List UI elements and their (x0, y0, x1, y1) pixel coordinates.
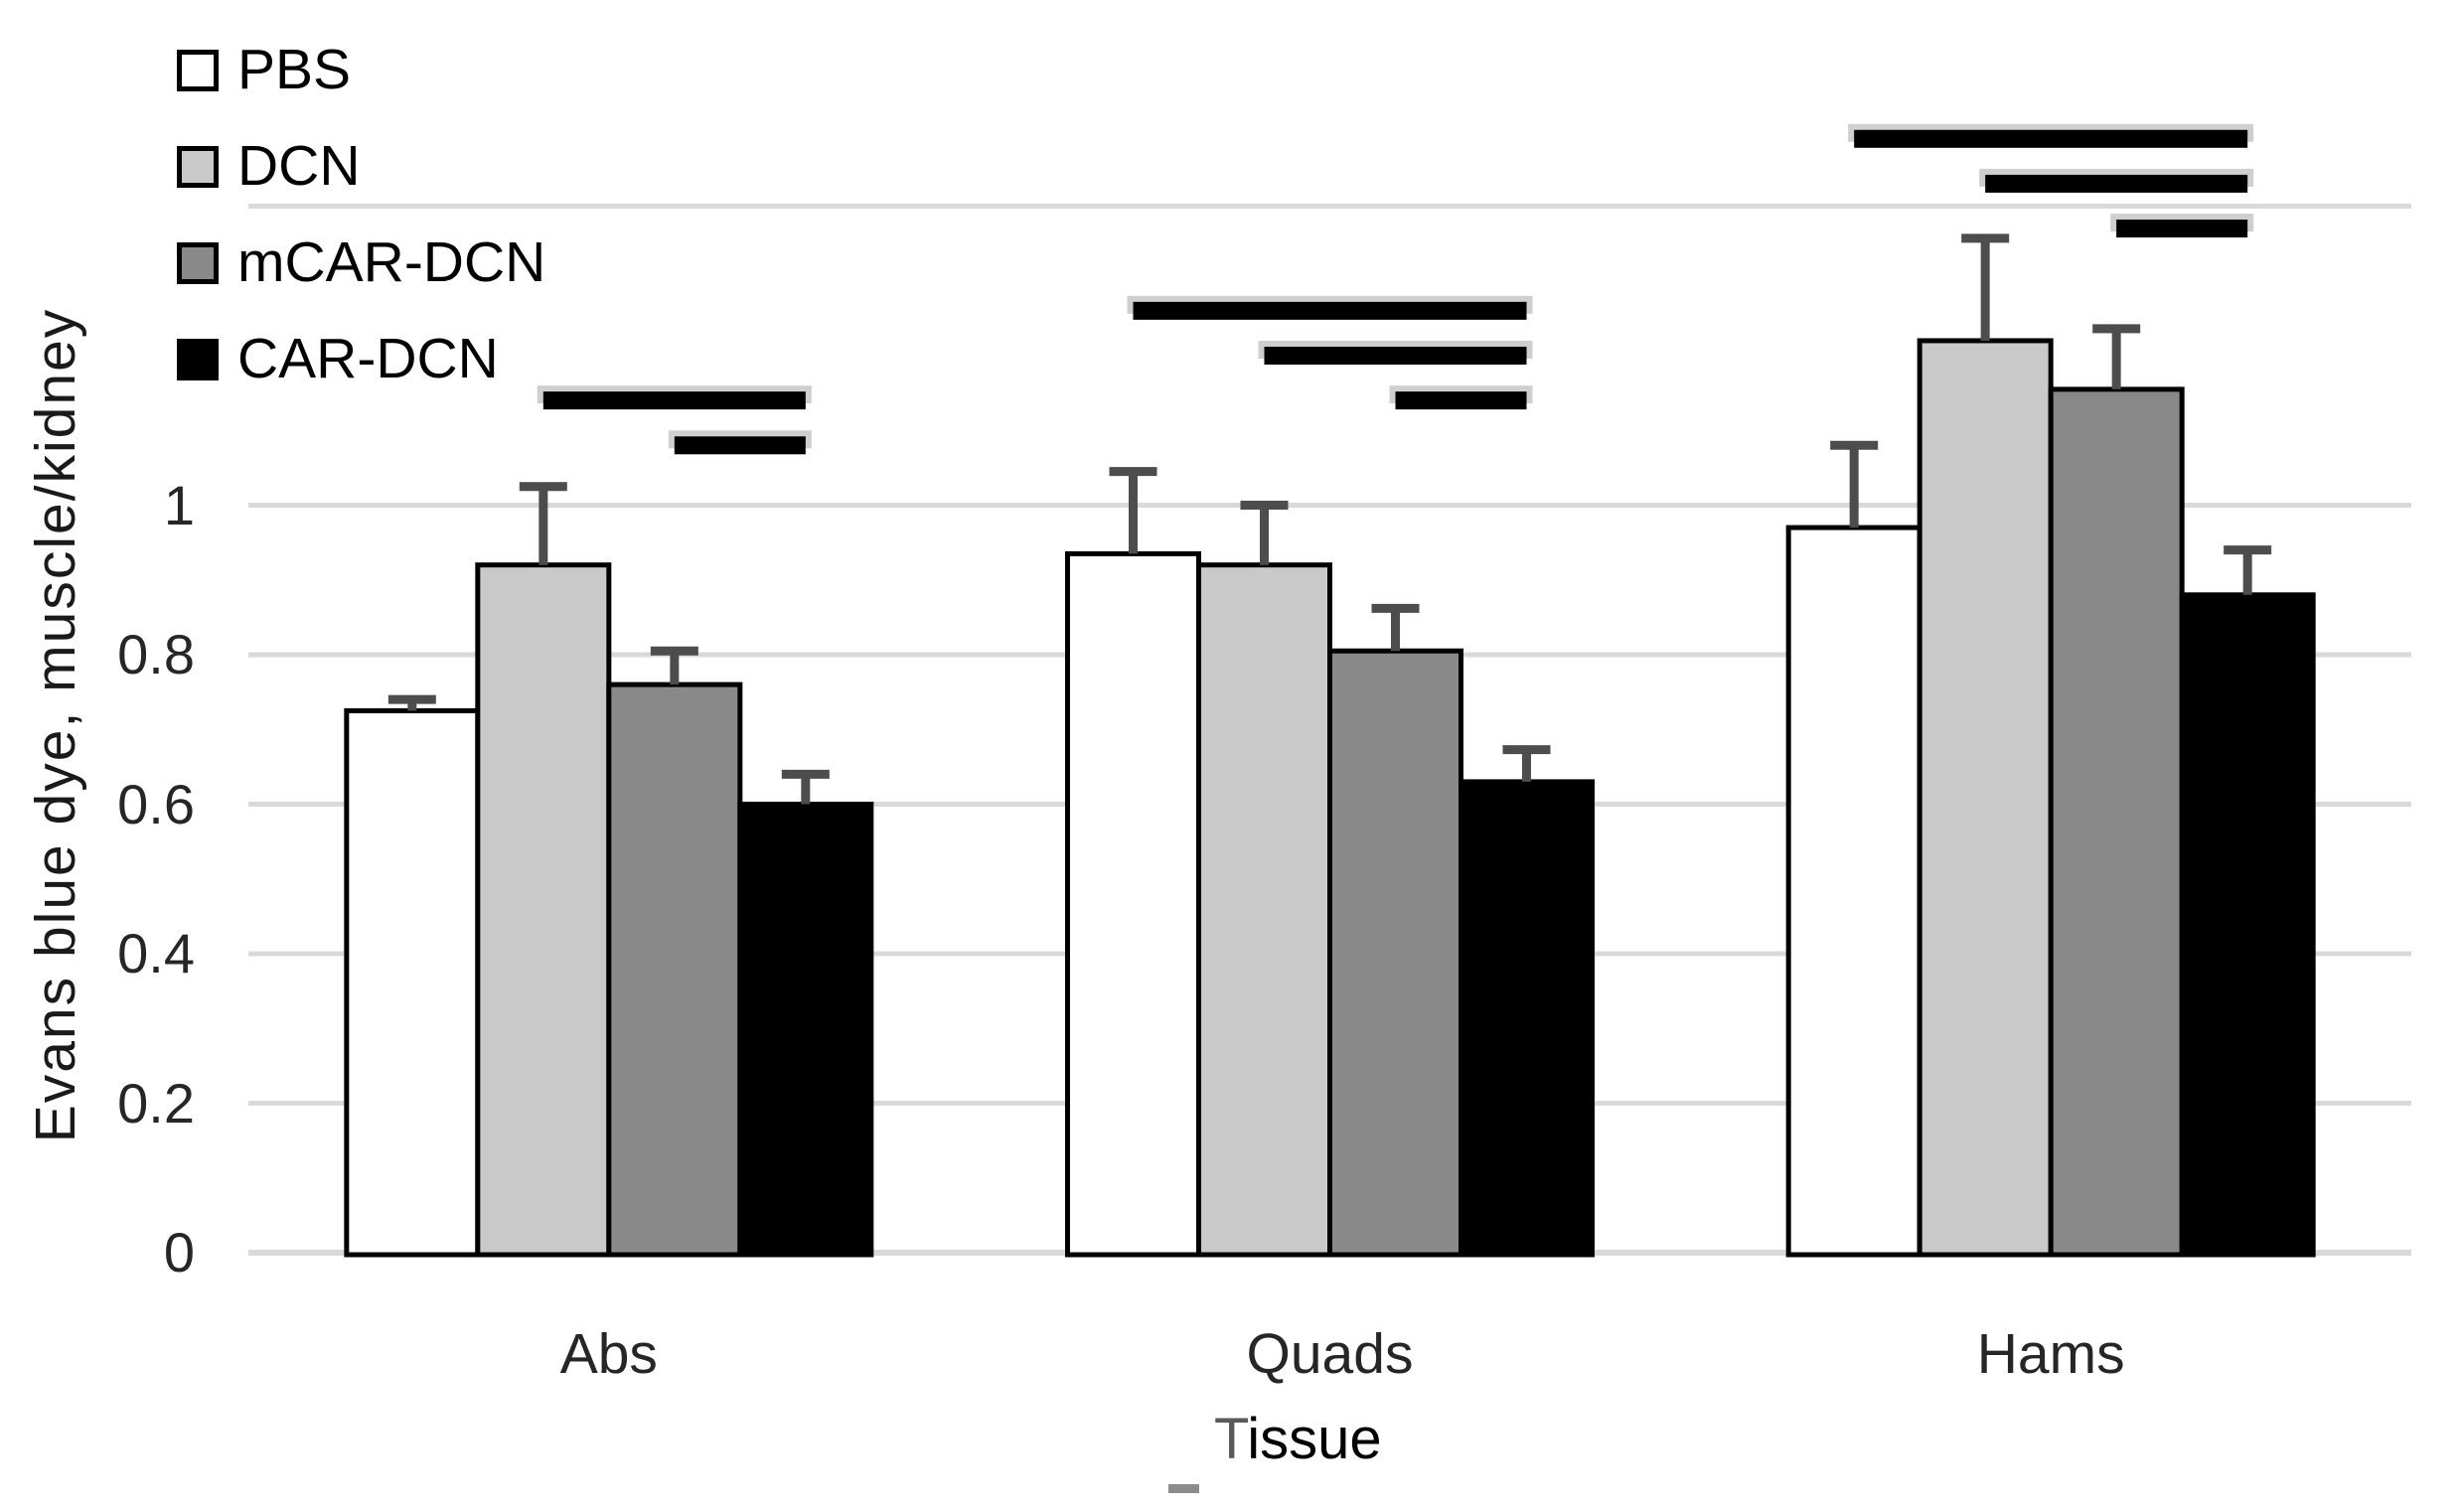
legend-item-mCAR-DCN: mCAR-DCN (177, 215, 545, 311)
bar-CAR-DCN-Abs (737, 802, 874, 1258)
y-tick-label-0.2: 0.2 (117, 1071, 195, 1134)
bar-PBS-Hams (1785, 525, 1922, 1258)
bar-PBS-Quads (1065, 550, 1201, 1258)
significance-bar-Abs-DCN-vs-CAR-DCN (542, 391, 806, 410)
legend-label: DCN (237, 134, 361, 198)
legend-swatch-icon (177, 145, 219, 188)
legend-label: mCAR-DCN (237, 230, 546, 294)
legend: PBS DCN mCAR-DCN CAR-DCN (177, 22, 545, 407)
legend-item-PBS: PBS (177, 22, 545, 118)
significance-bar-Hams-DCN-vs-CAR-DCN (1985, 174, 2248, 193)
bar-CAR-DCN-Hams (2179, 592, 2316, 1258)
significance-bar-Quads-PBS-vs-CAR-DCN (1133, 301, 1527, 320)
y-tick-label-1: 1 (163, 473, 195, 536)
y-tick-label-0: 0 (163, 1221, 195, 1284)
x-category-label-Hams: Hams (1976, 1322, 2125, 1386)
legend-label: CAR-DCN (237, 327, 499, 390)
x-category-label-Abs: Abs (559, 1322, 658, 1386)
significance-bar-Quads-DCN-vs-CAR-DCN (1264, 347, 1527, 365)
y-axis-title: Evans blue dye, muscle/kidney (24, 307, 87, 1143)
y-tick-label-0.8: 0.8 (117, 623, 195, 685)
bar-CAR-DCN-Quads (1459, 779, 1595, 1258)
bar-PBS-Abs (344, 707, 481, 1258)
legend-item-CAR-DCN: CAR-DCN (177, 311, 545, 407)
significance-bar-Hams-PBS-vs-CAR-DCN (1854, 129, 2248, 148)
axis-title-dash-icon (1168, 1484, 1199, 1493)
bar-DCN-Abs (475, 562, 612, 1258)
y-tick-label-0.4: 0.4 (117, 922, 195, 984)
significance-bar-Hams-mCAR-DCN-vs-CAR-DCN (2116, 220, 2248, 238)
x-category-label-Quads: Quads (1246, 1322, 1414, 1386)
legend-swatch-icon (177, 49, 219, 91)
bar-mCAR-DCN-Quads (1327, 648, 1463, 1258)
significance-bar-Quads-mCAR-DCN-vs-CAR-DCN (1395, 391, 1527, 410)
bar-DCN-Hams (1917, 338, 2054, 1258)
legend-swatch-icon (177, 338, 219, 380)
legend-swatch-icon (177, 241, 219, 284)
legend-label: PBS (237, 38, 352, 101)
significance-bar-Abs-mCAR-DCN-vs-CAR-DCN (674, 436, 806, 455)
legend-item-DCN: DCN (177, 118, 545, 215)
x-axis-title: Tissue (1168, 1407, 1382, 1493)
bar-mCAR-DCN-Abs (606, 681, 743, 1258)
bar-mCAR-DCN-Hams (2048, 386, 2185, 1258)
x-axis-title-text: Tissue (1214, 1407, 1382, 1471)
bar-DCN-Quads (1196, 562, 1332, 1258)
y-tick-label-0.6: 0.6 (117, 772, 195, 835)
